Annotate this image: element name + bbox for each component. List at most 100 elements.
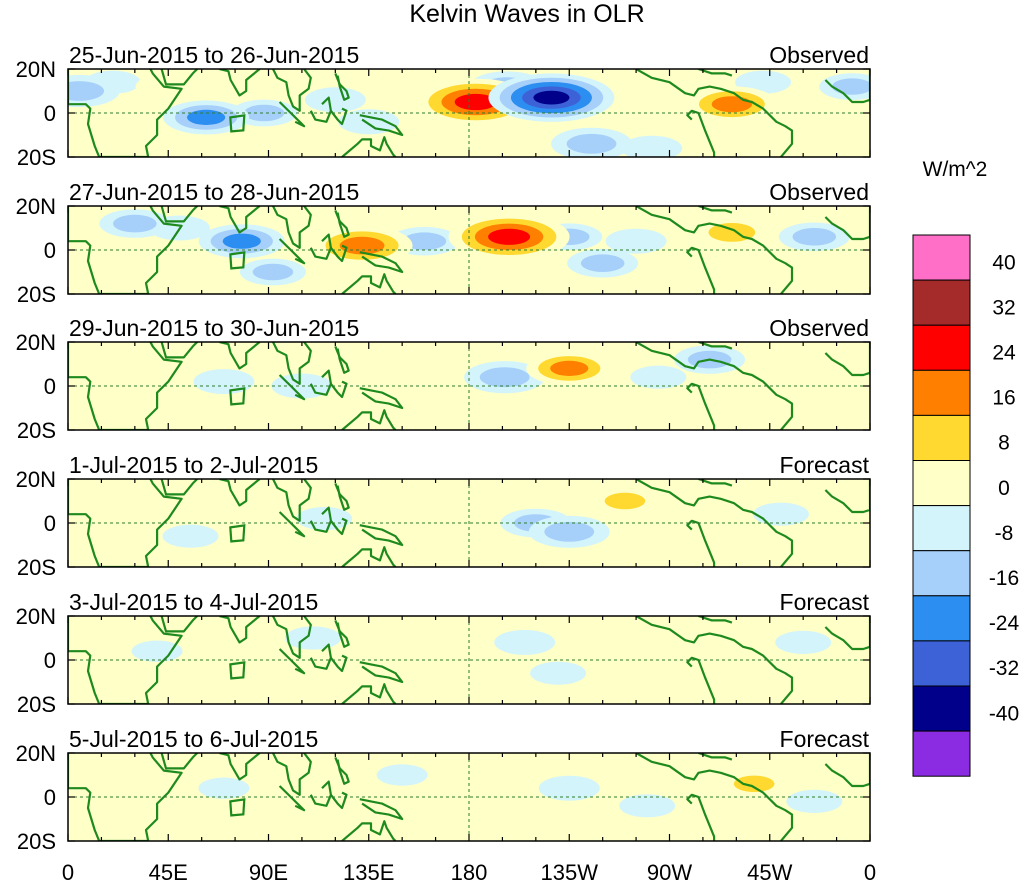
contour-ring xyxy=(131,640,183,662)
y-tick-label: 0 xyxy=(44,238,56,263)
colorbar-level-label: -16 xyxy=(989,567,1019,590)
coastline xyxy=(341,136,397,157)
anomaly-feature xyxy=(819,73,870,100)
anomaly-field xyxy=(68,70,870,157)
coastline xyxy=(278,648,306,675)
coastline xyxy=(219,69,261,97)
colorbar-level-label: 8 xyxy=(998,432,1010,455)
anomaly-feature xyxy=(198,777,250,799)
coastline xyxy=(272,206,312,249)
colorbar-swatch xyxy=(912,685,971,732)
colorbar-level-label: -32 xyxy=(989,657,1019,680)
colorbar-level-label: -24 xyxy=(989,612,1020,635)
coastline xyxy=(359,798,404,821)
contour-ring xyxy=(604,492,646,510)
anomaly-feature xyxy=(775,630,832,655)
contour-ring xyxy=(619,794,676,818)
colorbar-swatch xyxy=(912,234,971,281)
coastline xyxy=(330,244,348,263)
contour-ring xyxy=(393,479,455,505)
colorbar-swatch xyxy=(912,414,971,461)
contour-ring xyxy=(530,661,587,685)
coastline xyxy=(278,238,306,265)
x-tick-label: 0 xyxy=(62,860,74,885)
contour-ring xyxy=(605,228,667,254)
anomaly-feature xyxy=(296,506,353,531)
anomaly-feature xyxy=(778,222,850,252)
contour-ring xyxy=(538,775,600,801)
x-axis: 0 45E 90E 135E 180 135W 90W 45W 0 xyxy=(62,860,876,885)
panel-kind-label: Forecast xyxy=(780,452,870,478)
anomaly-feature xyxy=(376,764,428,786)
coastline xyxy=(309,369,332,396)
coastlines xyxy=(68,616,870,704)
panel-5: 20N 0 20S 3-Jul-2015 to 4-Jul-2015 Forecast xyxy=(16,589,871,717)
anomaly-feature xyxy=(528,515,610,548)
coastline xyxy=(824,753,870,788)
panel-4: 20N 0 20S 1-Jul-2015 to 2-Jul-2015 Forecast xyxy=(16,452,871,580)
coastline xyxy=(68,753,183,841)
anomaly-feature xyxy=(530,661,587,685)
coastline xyxy=(330,654,348,673)
contour-ring xyxy=(68,234,123,258)
panel-period-label: 3-Jul-2015 to 4-Jul-2015 xyxy=(69,589,318,615)
coastlines xyxy=(68,479,870,567)
coastline xyxy=(330,517,348,536)
anomaly-feature xyxy=(705,638,767,664)
island-outline xyxy=(229,251,246,270)
coastline xyxy=(272,342,312,385)
contour-ring xyxy=(296,506,353,531)
y-tick-label: 0 xyxy=(44,374,56,399)
contour-ring xyxy=(78,500,125,520)
y-tick-label: 0 xyxy=(44,785,56,810)
coastline xyxy=(219,616,261,644)
anomaly-feature xyxy=(752,502,809,526)
contour-ring xyxy=(677,494,729,517)
coastline xyxy=(219,206,261,234)
contour-ring xyxy=(402,232,447,250)
anomaly-feature xyxy=(605,228,667,254)
colorbar-swatch xyxy=(912,550,971,597)
contour-ring xyxy=(249,342,311,368)
coastline xyxy=(359,251,404,274)
contour-ring xyxy=(68,81,105,101)
coastline xyxy=(698,342,733,350)
coastline xyxy=(68,479,183,567)
anomaly-feature xyxy=(538,775,600,801)
coastline xyxy=(359,387,404,410)
anomaly-feature xyxy=(338,109,400,135)
x-tick-label: 0 xyxy=(864,860,876,885)
anomaly-feature xyxy=(99,209,171,238)
panel-2: 20N 0 20S 27-Jun-2015 to 28-Jun-2015 Observe… xyxy=(16,179,871,307)
anomaly-feature xyxy=(786,789,843,814)
coastline xyxy=(160,69,198,86)
contour-ring xyxy=(376,764,428,786)
contour-ring xyxy=(621,135,683,157)
coastline xyxy=(635,479,794,567)
anomaly-feature xyxy=(641,533,698,557)
contour-ring xyxy=(73,348,130,372)
coastline xyxy=(309,233,332,260)
coastline xyxy=(309,506,332,533)
island-outline xyxy=(229,114,246,133)
coastline xyxy=(359,114,404,137)
contour-ring xyxy=(488,228,531,245)
y-tick-label: 20S xyxy=(17,692,56,717)
contour-ring xyxy=(544,521,595,542)
y-tick-label: 0 xyxy=(44,511,56,536)
anomaly-feature xyxy=(131,640,183,662)
coastline xyxy=(334,619,350,648)
island-outline xyxy=(229,798,246,817)
coastline xyxy=(272,69,312,112)
coastline xyxy=(635,616,794,704)
panel-kind-label: Forecast xyxy=(780,589,870,615)
y-tick-label: 0 xyxy=(44,648,56,673)
coastline xyxy=(334,345,350,374)
anomaly-field xyxy=(131,626,832,702)
anomaly-feature xyxy=(630,365,687,389)
y-tick-label: 0 xyxy=(44,101,56,126)
coastline xyxy=(330,107,348,126)
x-tick-label: 180 xyxy=(451,860,488,885)
anomaly-feature xyxy=(567,248,639,278)
x-tick-label: 135W xyxy=(541,860,599,885)
